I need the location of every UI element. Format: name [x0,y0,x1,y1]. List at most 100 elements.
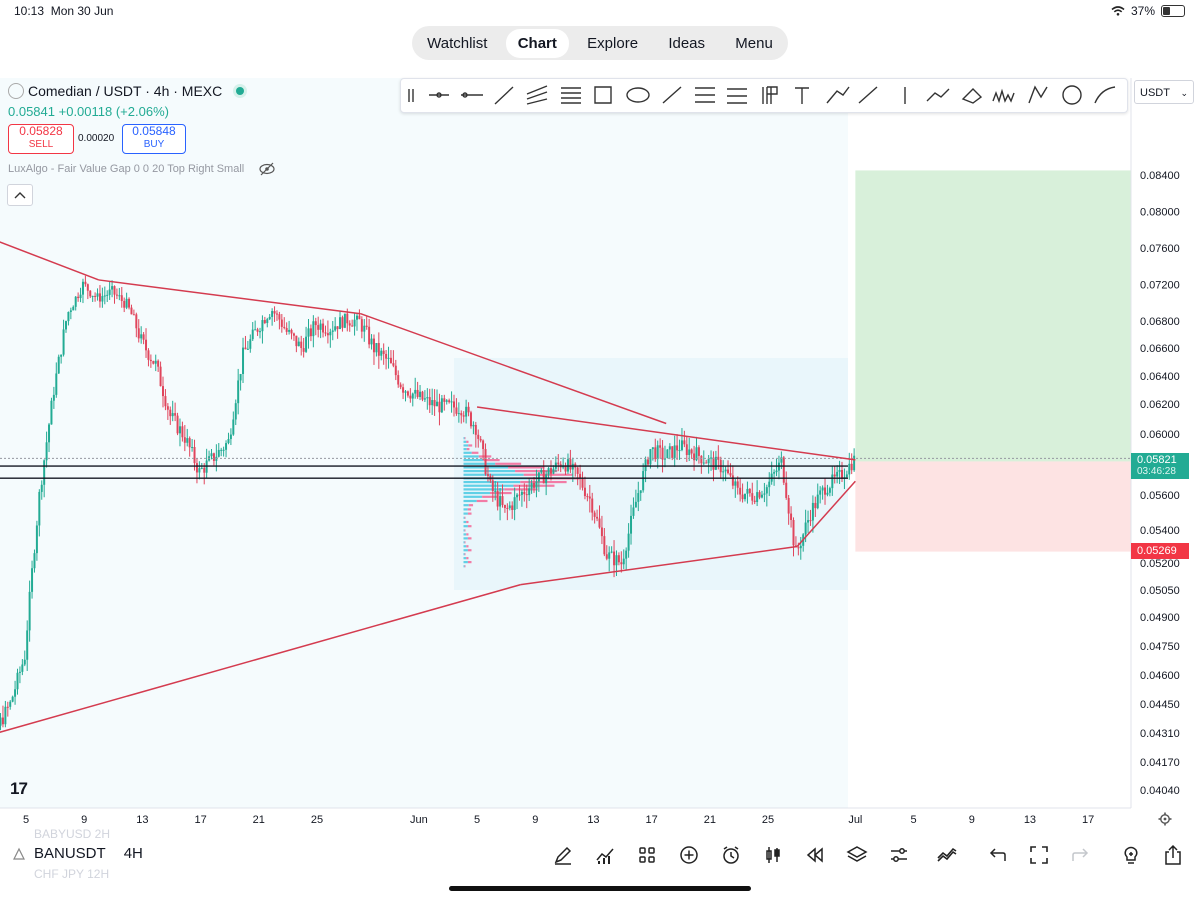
projection-icon[interactable] [992,88,1015,104]
candle-body [773,472,776,474]
trendline[interactable] [360,312,667,425]
tab-ideas[interactable]: Ideas [668,34,706,52]
time-tick: Jul [848,814,862,826]
candle-body [831,474,834,489]
symbol-ticker[interactable]: BANUSDT [34,845,106,862]
trendline[interactable] [520,545,798,586]
sell-button[interactable]: 0.05828 SELL [8,124,74,154]
trendline[interactable] [0,583,521,742]
time-tick: 17 [646,814,658,826]
tab-explore[interactable]: Explore [587,34,639,52]
layers-icon[interactable] [846,844,868,866]
text-icon[interactable] [795,87,809,104]
share-icon[interactable] [1162,844,1184,866]
alarm-icon[interactable] [720,844,742,866]
candle-body [634,501,637,508]
xabcd-pattern-icon[interactable] [1028,85,1048,104]
candle-body [649,449,652,465]
time-tick: 25 [311,814,323,826]
candle-body [404,391,407,393]
candle-body [237,380,240,404]
volume-bar-down [489,491,512,495]
buy-button[interactable]: 0.05848 BUY [122,124,186,154]
brush-icon[interactable] [662,86,682,104]
candle-body [142,334,145,340]
redo-icon[interactable] [1070,844,1092,866]
trendline[interactable] [796,480,856,547]
tab-menu[interactable]: Menu [735,34,773,52]
candle-body [651,447,654,450]
candle-body [693,453,696,461]
current-symbol[interactable]: BANUSDT 4H [12,845,143,862]
fullscreen-icon[interactable] [1028,844,1050,866]
replay-icon[interactable] [804,844,826,866]
layout-grid-icon[interactable] [636,844,658,866]
price-chart[interactable]: 0.08400 0.08000 0.07600 0.07200 0.06800 0.066… [0,78,1199,828]
anchor-note-icon[interactable] [826,86,850,104]
candle-body [436,401,439,407]
tab-watchlist[interactable]: Watchlist [427,34,488,52]
parallel-channel-icon[interactable] [561,87,581,104]
price-range-icon[interactable] [858,86,878,104]
candle-body [744,493,746,500]
candle-body [4,706,7,725]
candlestick-icon[interactable] [762,844,784,866]
lightbulb-icon[interactable] [1120,844,1142,866]
candle-body [394,365,397,376]
candle-body [246,348,249,350]
symbol-name[interactable]: Comedian / USDT · 4h · MEXC [28,83,223,99]
pitchfork-icon[interactable] [526,85,548,105]
drag-handle-icon[interactable] [408,89,414,102]
candle-body [816,494,819,509]
horizontal-line-icon[interactable] [461,92,483,98]
candle-body [593,512,596,517]
settings-sliders-icon[interactable] [888,844,910,866]
flag-icon[interactable] [762,86,778,104]
fib-retracement-icon[interactable] [695,87,715,103]
settings-gear-icon[interactable] [1158,812,1172,829]
candle-body [811,502,814,521]
collapse-legend-button[interactable] [7,184,33,206]
undo-icon[interactable] [986,844,1008,866]
currency-select[interactable]: USDT ⌄ [1134,80,1194,104]
compare-icon[interactable] [936,844,958,866]
trendline[interactable] [0,230,100,281]
target-zone[interactable] [855,170,1131,462]
status-bar: 10:13 Mon 30 Jun 37% [0,0,1199,22]
rectangle-icon[interactable] [594,86,612,104]
candle-body [375,343,378,353]
candle-body [666,449,669,459]
horizontal-ray-icon[interactable] [429,92,449,98]
circle-icon[interactable] [1062,85,1082,105]
indicator-name[interactable]: LuxAlgo - Fair Value Gap 0 0 20 Top Righ… [8,163,245,175]
candle-body [135,314,138,329]
trendline[interactable] [98,279,361,315]
ellipse-icon[interactable] [626,87,650,103]
trendline[interactable] [476,406,856,461]
tab-chart[interactable]: Chart [505,28,569,58]
eye-off-icon[interactable] [258,162,276,176]
path-icon[interactable] [926,88,950,102]
arc-icon[interactable] [1094,86,1116,104]
chart-area[interactable]: 0.08400 0.08000 0.07600 0.07200 0.06800 0.066… [0,78,1199,828]
candle-body [220,449,223,451]
stop-zone[interactable] [855,461,1131,552]
candle-body [242,347,245,374]
candle-body [16,672,19,690]
fib-extension-icon[interactable] [727,88,747,104]
candle-body [768,481,771,488]
add-icon[interactable] [678,844,700,866]
trend-line-icon[interactable] [494,86,514,105]
time-tick: 13 [136,814,148,826]
pencil-icon[interactable] [552,844,574,866]
candle-body [295,335,298,347]
eraser-icon[interactable] [961,88,983,104]
symbol-header[interactable]: Comedian / USDT · 4h · MEXC [8,83,245,99]
volume-bar-up [463,529,465,532]
interval[interactable]: 4H [123,845,143,862]
indicators-icon[interactable] [594,844,616,866]
indicator-legend[interactable]: LuxAlgo - Fair Value Gap 0 0 20 Top Righ… [8,162,276,176]
candle-body [799,545,802,549]
volume-bar-up [463,437,465,440]
candle-body [535,481,538,488]
